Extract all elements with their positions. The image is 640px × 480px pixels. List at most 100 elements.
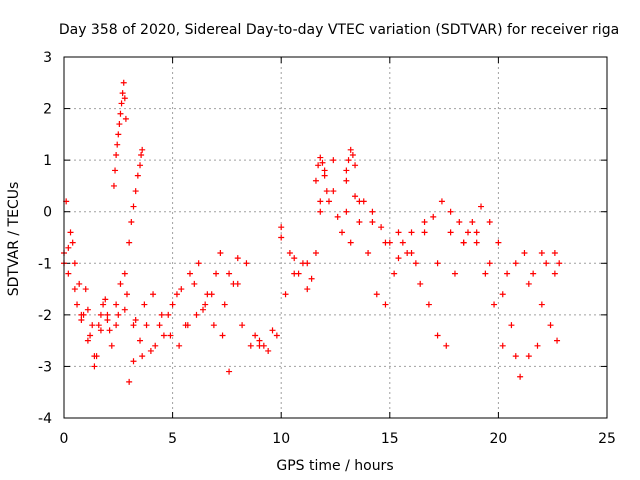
y-axis-label: SDTVAR / TECUs: [6, 182, 22, 297]
data-point: [115, 131, 122, 138]
data-point: [347, 239, 354, 246]
data-point: [339, 229, 346, 236]
data-point: [478, 203, 485, 210]
data-point: [447, 229, 454, 236]
series-track-b: [63, 167, 561, 375]
data-point: [491, 301, 498, 308]
data-point: [278, 234, 285, 241]
data-point: [208, 291, 215, 298]
data-point: [200, 306, 207, 313]
data-point: [330, 188, 337, 195]
data-point: [538, 301, 545, 308]
data-point: [226, 270, 233, 277]
data-point: [391, 270, 398, 277]
data-point: [408, 229, 415, 236]
data-point: [178, 286, 185, 293]
data-point: [312, 177, 319, 184]
data-point: [304, 260, 311, 267]
data-point: [352, 193, 359, 200]
data-point: [165, 311, 172, 318]
data-point: [139, 353, 146, 360]
y-tick-label: -1: [38, 256, 52, 272]
data-point: [108, 342, 115, 349]
x-tick-label: 5: [168, 431, 177, 447]
x-tick-label: 25: [598, 431, 616, 447]
y-tick-label: -3: [38, 359, 52, 375]
data-point: [521, 249, 528, 256]
data-point: [100, 301, 107, 308]
data-point: [121, 270, 128, 277]
data-point: [434, 332, 441, 339]
data-point: [102, 296, 109, 303]
data-point: [113, 151, 120, 158]
data-point: [317, 198, 324, 205]
data-point: [343, 167, 350, 174]
data-point: [265, 347, 272, 354]
data-point: [226, 368, 233, 375]
data-point: [395, 229, 402, 236]
data-point: [119, 90, 126, 97]
data-point: [193, 311, 200, 318]
data-point: [430, 213, 437, 220]
data-point: [176, 342, 183, 349]
data-point: [382, 301, 389, 308]
y-tick-label: -4: [38, 411, 52, 427]
data-point: [373, 291, 380, 298]
data-point: [434, 260, 441, 267]
data-point: [399, 239, 406, 246]
data-point: [113, 301, 120, 308]
data-point: [356, 198, 363, 205]
data-point: [551, 270, 558, 277]
y-tick-label: 2: [43, 102, 52, 118]
y-tick-label: 1: [43, 153, 52, 169]
data-point: [137, 162, 144, 169]
data-point: [78, 317, 85, 324]
data-point: [347, 146, 354, 153]
data-point: [508, 322, 515, 329]
data-point: [173, 291, 180, 298]
data-point: [525, 280, 532, 287]
data-point: [126, 239, 133, 246]
data-point: [282, 291, 289, 298]
data-point: [321, 172, 328, 179]
data-point: [325, 198, 332, 205]
data-point: [473, 239, 480, 246]
data-point: [308, 275, 315, 282]
data-point: [213, 270, 220, 277]
data-point: [234, 255, 241, 262]
data-point: [104, 311, 111, 318]
data-point: [286, 249, 293, 256]
data-point: [137, 337, 144, 344]
data-point: [243, 260, 250, 267]
data-point: [456, 219, 463, 226]
data-point: [343, 177, 350, 184]
data-point: [147, 347, 154, 354]
data-point: [349, 151, 356, 158]
data-point: [369, 208, 376, 215]
data-point: [115, 311, 122, 318]
data-point: [84, 306, 91, 313]
data-point: [356, 219, 363, 226]
data-point: [421, 219, 428, 226]
data-point: [84, 337, 91, 344]
data-point: [182, 322, 189, 329]
data-point: [451, 270, 458, 277]
data-point: [252, 332, 259, 339]
data-point: [114, 141, 121, 148]
data-point: [121, 306, 128, 313]
data-point: [408, 249, 415, 256]
data-point: [443, 342, 450, 349]
data-point: [382, 239, 389, 246]
data-point: [160, 332, 167, 339]
data-point: [345, 157, 352, 164]
data-point: [369, 219, 376, 226]
data-point: [295, 270, 302, 277]
series-spike-3: [312, 146, 359, 195]
data-point: [65, 270, 72, 277]
data-point: [120, 79, 127, 86]
data-point: [319, 159, 326, 166]
data-point: [67, 229, 74, 236]
data-point: [74, 301, 81, 308]
data-point: [486, 219, 493, 226]
data-point: [556, 260, 563, 267]
